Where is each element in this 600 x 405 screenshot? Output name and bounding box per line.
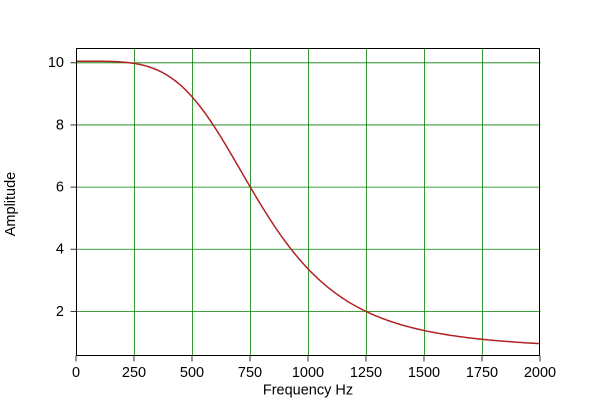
svg-text:4: 4: [56, 242, 64, 258]
svg-text:Frequency Hz: Frequency Hz: [263, 383, 353, 399]
svg-text:1000: 1000: [292, 365, 324, 381]
svg-text:250: 250: [122, 365, 146, 381]
svg-text:1500: 1500: [408, 365, 440, 381]
svg-text:Amplitude: Amplitude: [3, 172, 19, 236]
svg-text:2: 2: [56, 304, 64, 320]
svg-text:2000: 2000: [524, 365, 556, 381]
svg-text:1750: 1750: [466, 365, 498, 381]
svg-text:8: 8: [56, 117, 64, 133]
svg-text:6: 6: [56, 180, 64, 196]
svg-text:1250: 1250: [350, 365, 382, 381]
svg-text:10: 10: [48, 55, 64, 71]
svg-text:500: 500: [180, 365, 204, 381]
svg-text:0: 0: [72, 365, 80, 381]
svg-text:750: 750: [238, 365, 262, 381]
